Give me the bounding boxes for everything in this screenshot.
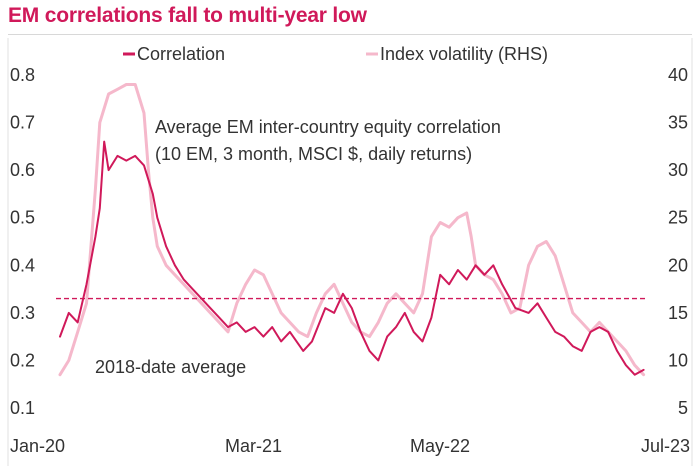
x-tick-label: May-22 [410, 436, 470, 456]
left-tick-label: 0.5 [10, 208, 35, 228]
left-tick-label: 0.2 [10, 350, 35, 370]
right-tick-label: 35 [668, 113, 688, 133]
series-layer [56, 83, 648, 377]
right-tick-label: 40 [668, 65, 688, 85]
left-tick-label: 0.6 [10, 160, 35, 180]
right-tick-label: 10 [668, 350, 688, 370]
series-line-index-volatility [58, 83, 646, 377]
legend: Correlation Index volatility (RHS) [123, 44, 548, 64]
left-axis: 0.8 0.7 0.6 0.5 0.4 0.3 0.2 0.1 [10, 65, 35, 418]
chart-title: EM correlations fall to multi-year low [8, 4, 367, 27]
left-tick-label: 0.4 [10, 255, 35, 275]
annotation-line-2: (10 EM, 3 month, MSCI $, daily returns) [155, 144, 472, 164]
left-tick-label: 0.7 [10, 113, 35, 133]
right-tick-label: 20 [668, 255, 688, 275]
average-label: 2018-date average [95, 357, 246, 377]
right-tick-label: 25 [668, 208, 688, 228]
title-rule [8, 34, 692, 35]
x-tick-label: Jul-23 [641, 436, 690, 456]
left-tick-label: 0.8 [10, 65, 35, 85]
right-axis: 40 35 30 25 20 15 10 5 [668, 65, 688, 418]
left-tick-label: 0.3 [10, 303, 35, 323]
legend-label-volatility: Index volatility (RHS) [380, 44, 548, 64]
series-line-correlation [59, 140, 645, 376]
right-tick-label: 15 [668, 303, 688, 323]
legend-label-correlation: Correlation [137, 44, 225, 64]
x-axis: Jan-20 Mar-21 May-22 Jul-23 [10, 436, 690, 456]
right-tick-label: 30 [668, 160, 688, 180]
right-tick-label: 5 [678, 398, 688, 418]
x-tick-label: Mar-21 [225, 436, 282, 456]
annotation-line-1: Average EM inter-country equity correlat… [155, 117, 501, 137]
chart-annotation: Average EM inter-country equity correlat… [155, 117, 501, 164]
x-tick-label: Jan-20 [10, 436, 65, 456]
left-tick-label: 0.1 [10, 398, 35, 418]
